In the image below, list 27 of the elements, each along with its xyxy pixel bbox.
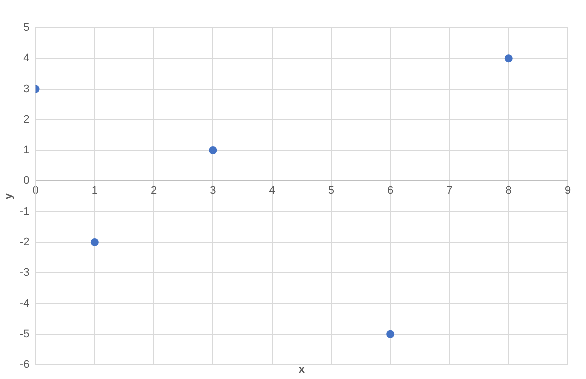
x-tick-label: 9 <box>564 184 572 197</box>
point <box>504 54 513 63</box>
point <box>209 146 218 155</box>
y-tick-label: 2 <box>24 114 30 126</box>
x-tick-label: 4 <box>269 184 276 197</box>
x-tick-label: 3 <box>210 184 216 197</box>
y-tick-label: -2 <box>20 236 30 248</box>
y-tick-label: -5 <box>20 328 30 340</box>
y-tick-label: 4 <box>24 52 30 65</box>
y-tick-label: -3 <box>20 267 30 280</box>
point <box>90 238 99 246</box>
y-tick-label: 1 <box>24 144 30 157</box>
y-tick-label: -1 <box>20 206 30 218</box>
y-tick-label: -6 <box>20 359 30 372</box>
y-tick-label: 0 <box>24 175 30 188</box>
x-tick-label: 7 <box>446 184 453 197</box>
x-tick-label: 6 <box>388 184 394 197</box>
y-axis-title: y <box>3 192 16 200</box>
y-tick-label: 3 <box>24 83 30 96</box>
x-tick-label: 1 <box>92 184 98 197</box>
x-tick-label: 2 <box>150 184 158 197</box>
x-tick-label: 8 <box>506 184 512 197</box>
x-axis-title: x <box>298 364 306 376</box>
point <box>386 330 395 338</box>
y-tick-label: 5 <box>24 22 30 34</box>
y-tick-label: -4 <box>20 298 30 310</box>
x-tick-label: 5 <box>328 184 335 197</box>
